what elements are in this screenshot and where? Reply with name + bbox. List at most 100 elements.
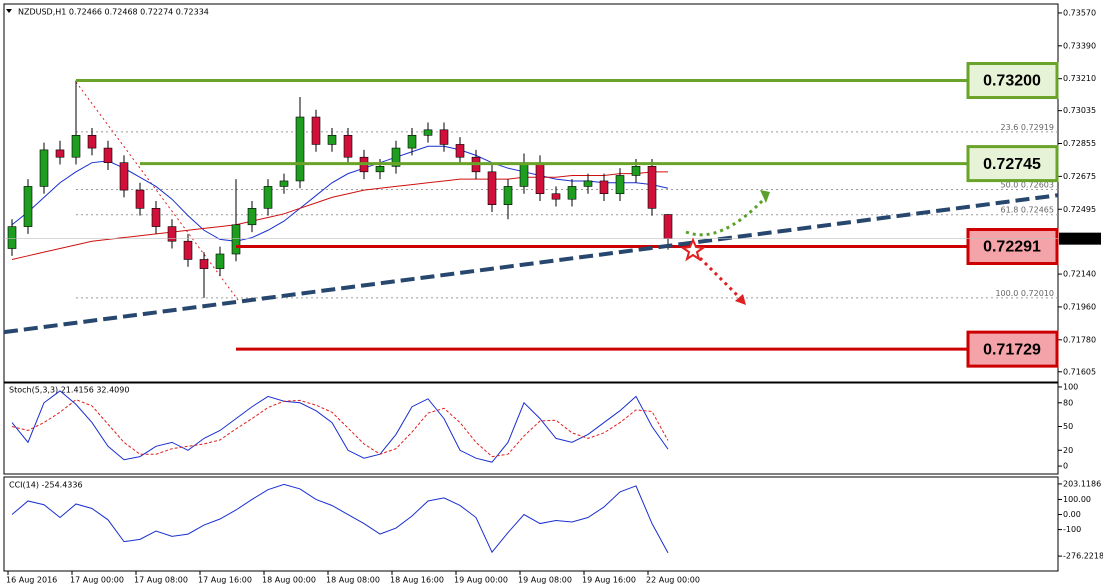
level-box [966, 228, 1059, 266]
level-label: 0.72745 [983, 156, 1041, 173]
candle-body [503, 186, 513, 205]
y-tick-label: 0.73035 [1063, 106, 1096, 115]
last-price-label: 0.72334 [1062, 234, 1095, 243]
breakout-star [680, 237, 706, 262]
fib-price: 0.72603 [1021, 180, 1054, 189]
candle-body [71, 134, 81, 158]
x-tick-label: 16 Aug 2016 [6, 576, 57, 585]
y-tick-label: 0.73210 [1063, 74, 1096, 83]
candle-body [375, 166, 385, 173]
y-tick-label: 100 [1063, 382, 1078, 391]
fib-label: 61.8 0.72465 [1001, 205, 1054, 214]
x-tick-label: 18 Aug 00:00 [262, 576, 316, 585]
candle-body [407, 134, 417, 149]
x-tick-label: 19 Aug 00:00 [454, 576, 508, 585]
last-price-box [1059, 232, 1101, 245]
candle-body [647, 166, 657, 209]
y-tick-label: 0.71605 [1063, 367, 1096, 376]
fib-label: 50.0 0.72603 [1001, 180, 1054, 189]
candle-body [583, 180, 593, 187]
level-box [966, 62, 1059, 100]
stoch-title: Stoch(5,3,3) 21.4156 32.4090 [9, 386, 129, 395]
candle-body [135, 189, 145, 209]
candle-body [119, 162, 129, 191]
fib-label: 100.0 0.72010 [995, 288, 1054, 297]
candle-body [423, 129, 433, 136]
y-tick-label: 0.72675 [1063, 172, 1096, 181]
trendline [3, 193, 1059, 335]
candle-body [7, 226, 17, 249]
candle-body [311, 116, 321, 145]
candle-body [327, 134, 337, 145]
indicator-line [11, 390, 669, 463]
candle-body [39, 149, 49, 187]
candle-body [599, 180, 609, 195]
x-tick-label: 18 Aug 16:00 [390, 576, 444, 585]
candle-body [279, 180, 289, 187]
y-tick-label: 0.71960 [1063, 302, 1096, 311]
y-tick-label: 0.72855 [1063, 139, 1096, 148]
y-tick-label: 50 [1063, 422, 1073, 431]
level-label: 0.71729 [983, 341, 1041, 358]
x-tick-label: 17 Aug 16:00 [198, 576, 252, 585]
candle-body [295, 116, 305, 182]
candle-body [439, 129, 449, 145]
level-box [966, 330, 1059, 368]
fib-label: 23.6 0.72919 [1001, 122, 1054, 131]
candle-body [455, 144, 465, 158]
y-tick-label: 0.72140 [1063, 270, 1096, 279]
y-tick-label: 0.73390 [1063, 41, 1096, 50]
candle-body [263, 186, 273, 209]
candle-body [551, 193, 561, 200]
candle-body [535, 162, 545, 195]
fib-anchor [75, 81, 239, 301]
bearish-arrow [698, 256, 740, 298]
candle-body [567, 186, 577, 200]
candle-body [391, 147, 401, 167]
candle-body [519, 162, 529, 187]
fib-level: 100.0 [995, 288, 1018, 297]
chart-title: NZDUSD,H1 0.72466 0.72468 0.72274 0.7233… [18, 8, 209, 17]
candle-body [247, 208, 257, 226]
fib-price: 0.72465 [1021, 205, 1054, 214]
y-tick-label: 20 [1063, 446, 1073, 455]
candle-body [215, 253, 225, 269]
x-tick-label: 17 Aug 08:00 [134, 576, 188, 585]
x-tick-label: 22 Aug 00:00 [646, 576, 700, 585]
bullish-arrow [685, 196, 767, 237]
candle-body [199, 259, 209, 269]
bullish-arrow-head [760, 190, 770, 203]
fib-level: 23.6 [1001, 122, 1019, 131]
moving-average [11, 171, 668, 260]
level-label: 0.72291 [983, 239, 1041, 256]
fib-price: 0.72010 [1021, 288, 1054, 297]
indicator-line [11, 399, 669, 458]
x-tick-label: 17 Aug 00:00 [70, 576, 124, 585]
main-panel [3, 3, 1059, 383]
bearish-arrow-head [735, 294, 746, 305]
candle-body [87, 134, 97, 149]
stoch-panel [3, 382, 1059, 475]
candle-body [663, 214, 673, 239]
candle-body [151, 208, 161, 227]
candle-body [631, 166, 641, 176]
candle-body [183, 240, 193, 260]
candle-body [231, 224, 241, 255]
fib-level: 61.8 [1001, 205, 1019, 214]
candle-body [167, 226, 177, 242]
cci-title: CCI(14) -254.4336 [9, 481, 83, 490]
candle-body [615, 175, 625, 195]
y-tick-label: -100 [1063, 525, 1081, 534]
fib-price: 0.72919 [1021, 122, 1054, 131]
candle-body [23, 186, 33, 227]
y-tick-label: 203.1186 [1063, 479, 1101, 488]
x-tick-label: 19 Aug 08:00 [518, 576, 572, 585]
y-tick-label: 0.73570 [1063, 8, 1096, 17]
y-tick-label: 0.72495 [1063, 205, 1096, 214]
indicator-line [11, 483, 669, 554]
candle-body [487, 171, 497, 205]
y-tick-label: 80 [1063, 398, 1073, 407]
y-tick-label: 0.71780 [1063, 335, 1096, 344]
